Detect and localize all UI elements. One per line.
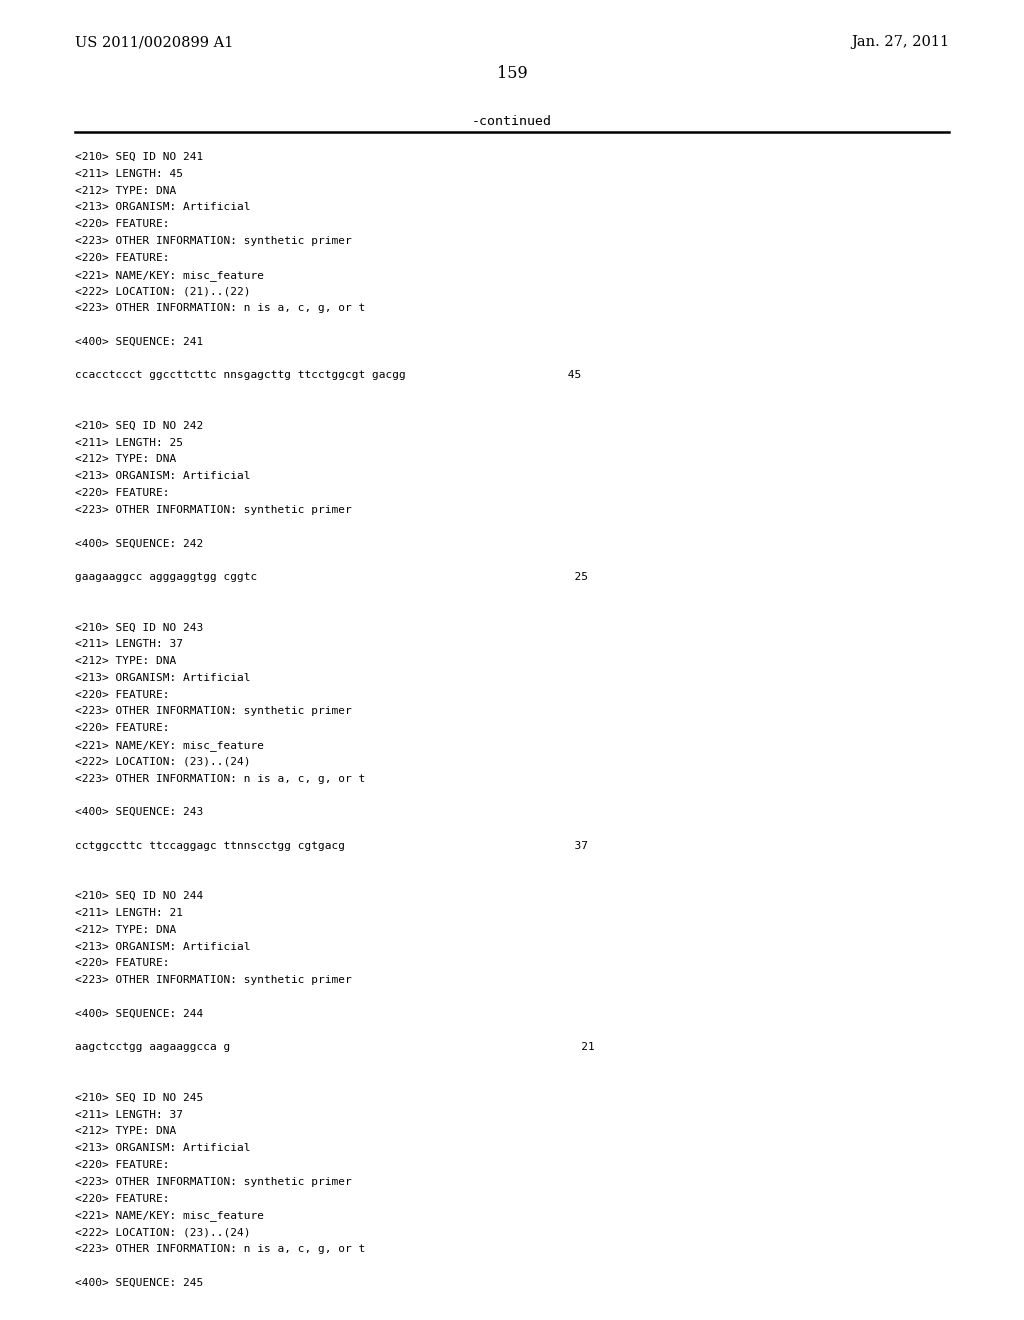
Text: <212> TYPE: DNA: <212> TYPE: DNA <box>75 186 176 195</box>
Text: US 2011/0020899 A1: US 2011/0020899 A1 <box>75 36 233 49</box>
Text: <211> LENGTH: 25: <211> LENGTH: 25 <box>75 438 183 447</box>
Text: <220> FEATURE:: <220> FEATURE: <box>75 689 170 700</box>
Text: <220> FEATURE:: <220> FEATURE: <box>75 1160 170 1170</box>
Text: <212> TYPE: DNA: <212> TYPE: DNA <box>75 656 176 667</box>
Text: <211> LENGTH: 37: <211> LENGTH: 37 <box>75 1110 183 1119</box>
Text: <210> SEQ ID NO 244: <210> SEQ ID NO 244 <box>75 891 203 902</box>
Text: <220> FEATURE:: <220> FEATURE: <box>75 1193 170 1204</box>
Text: <211> LENGTH: 21: <211> LENGTH: 21 <box>75 908 183 917</box>
Text: <221> NAME/KEY: misc_feature: <221> NAME/KEY: misc_feature <box>75 1210 264 1221</box>
Text: Jan. 27, 2011: Jan. 27, 2011 <box>851 36 949 49</box>
Text: <400> SEQUENCE: 241: <400> SEQUENCE: 241 <box>75 337 203 347</box>
Text: ccacctccct ggccttcttc nnsgagcttg ttcctggcgt gacgg                        45: ccacctccct ggccttcttc nnsgagcttg ttcctgg… <box>75 371 582 380</box>
Text: <400> SEQUENCE: 245: <400> SEQUENCE: 245 <box>75 1278 203 1287</box>
Text: <223> OTHER INFORMATION: synthetic primer: <223> OTHER INFORMATION: synthetic prime… <box>75 1177 352 1187</box>
Text: <400> SEQUENCE: 243: <400> SEQUENCE: 243 <box>75 808 203 817</box>
Text: <223> OTHER INFORMATION: synthetic primer: <223> OTHER INFORMATION: synthetic prime… <box>75 504 352 515</box>
Text: <400> SEQUENCE: 244: <400> SEQUENCE: 244 <box>75 1008 203 1019</box>
Text: <223> OTHER INFORMATION: synthetic primer: <223> OTHER INFORMATION: synthetic prime… <box>75 975 352 985</box>
Text: aagctcctgg aagaaggcca g                                                    21: aagctcctgg aagaaggcca g 21 <box>75 1043 595 1052</box>
Text: <210> SEQ ID NO 241: <210> SEQ ID NO 241 <box>75 152 203 162</box>
Text: cctggccttc ttccaggagc ttnnscctgg cgtgacg                                  37: cctggccttc ttccaggagc ttnnscctgg cgtgacg… <box>75 841 588 851</box>
Text: <223> OTHER INFORMATION: n is a, c, g, or t: <223> OTHER INFORMATION: n is a, c, g, o… <box>75 774 366 784</box>
Text: <210> SEQ ID NO 245: <210> SEQ ID NO 245 <box>75 1093 203 1102</box>
Text: <223> OTHER INFORMATION: synthetic primer: <223> OTHER INFORMATION: synthetic prime… <box>75 236 352 246</box>
Text: <222> LOCATION: (21)..(22): <222> LOCATION: (21)..(22) <box>75 286 251 297</box>
Text: <223> OTHER INFORMATION: n is a, c, g, or t: <223> OTHER INFORMATION: n is a, c, g, o… <box>75 1243 366 1254</box>
Text: <213> ORGANISM: Artificial: <213> ORGANISM: Artificial <box>75 673 251 682</box>
Text: 159: 159 <box>497 65 527 82</box>
Text: <213> ORGANISM: Artificial: <213> ORGANISM: Artificial <box>75 202 251 213</box>
Text: <220> FEATURE:: <220> FEATURE: <box>75 958 170 969</box>
Text: <222> LOCATION: (23)..(24): <222> LOCATION: (23)..(24) <box>75 1228 251 1237</box>
Text: <221> NAME/KEY: misc_feature: <221> NAME/KEY: misc_feature <box>75 269 264 281</box>
Text: <221> NAME/KEY: misc_feature: <221> NAME/KEY: misc_feature <box>75 741 264 751</box>
Text: <223> OTHER INFORMATION: synthetic primer: <223> OTHER INFORMATION: synthetic prime… <box>75 706 352 717</box>
Text: <213> ORGANISM: Artificial: <213> ORGANISM: Artificial <box>75 1143 251 1154</box>
Text: <212> TYPE: DNA: <212> TYPE: DNA <box>75 454 176 465</box>
Text: -continued: -continued <box>472 115 552 128</box>
Text: <212> TYPE: DNA: <212> TYPE: DNA <box>75 1126 176 1137</box>
Text: <223> OTHER INFORMATION: n is a, c, g, or t: <223> OTHER INFORMATION: n is a, c, g, o… <box>75 304 366 313</box>
Text: <211> LENGTH: 37: <211> LENGTH: 37 <box>75 639 183 649</box>
Text: <222> LOCATION: (23)..(24): <222> LOCATION: (23)..(24) <box>75 756 251 767</box>
Text: <211> LENGTH: 45: <211> LENGTH: 45 <box>75 169 183 178</box>
Text: <220> FEATURE:: <220> FEATURE: <box>75 488 170 498</box>
Text: <400> SEQUENCE: 242: <400> SEQUENCE: 242 <box>75 539 203 548</box>
Text: <220> FEATURE:: <220> FEATURE: <box>75 253 170 263</box>
Text: gaagaaggcc agggaggtgg cggtc                                               25: gaagaaggcc agggaggtgg cggtc 25 <box>75 572 588 582</box>
Text: <213> ORGANISM: Artificial: <213> ORGANISM: Artificial <box>75 471 251 482</box>
Text: <210> SEQ ID NO 242: <210> SEQ ID NO 242 <box>75 421 203 430</box>
Text: <212> TYPE: DNA: <212> TYPE: DNA <box>75 925 176 935</box>
Text: <220> FEATURE:: <220> FEATURE: <box>75 723 170 733</box>
Text: <210> SEQ ID NO 243: <210> SEQ ID NO 243 <box>75 623 203 632</box>
Text: <213> ORGANISM: Artificial: <213> ORGANISM: Artificial <box>75 941 251 952</box>
Text: <220> FEATURE:: <220> FEATURE: <box>75 219 170 230</box>
